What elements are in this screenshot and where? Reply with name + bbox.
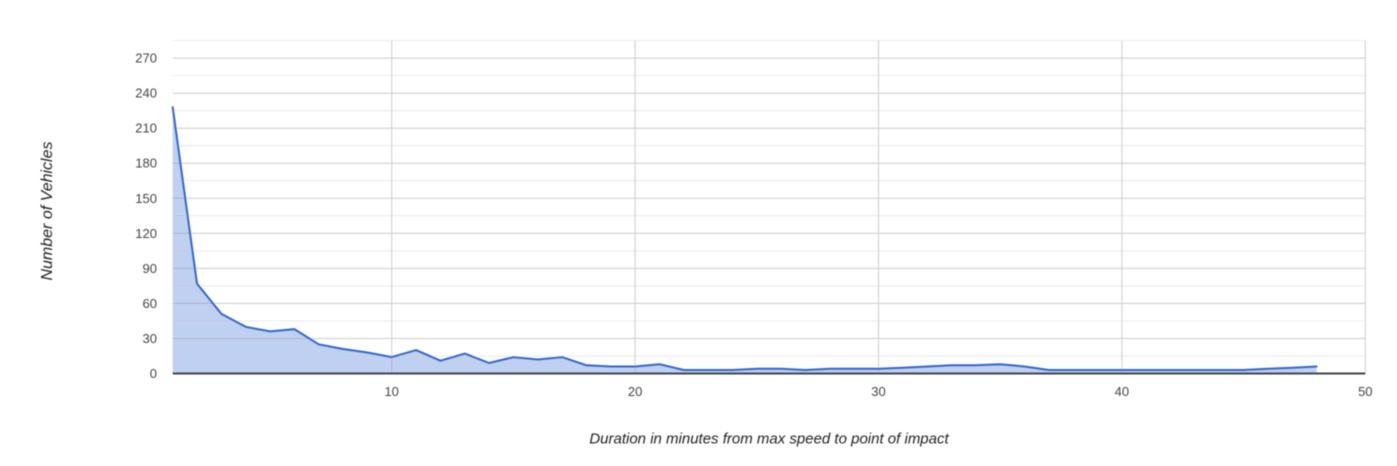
svg-text:20: 20: [628, 384, 642, 399]
svg-text:Duration in minutes from max s: Duration in minutes from max speed to po…: [589, 431, 949, 448]
svg-text:30: 30: [871, 384, 885, 399]
svg-text:150: 150: [135, 191, 157, 206]
svg-text:120: 120: [135, 226, 157, 241]
svg-text:0: 0: [150, 366, 157, 381]
svg-text:30: 30: [143, 331, 157, 346]
svg-text:240: 240: [135, 86, 157, 101]
svg-text:10: 10: [384, 384, 398, 399]
svg-text:60: 60: [143, 296, 157, 311]
svg-text:180: 180: [135, 156, 157, 171]
svg-text:50: 50: [1358, 384, 1372, 399]
svg-text:270: 270: [135, 51, 157, 66]
svg-text:210: 210: [135, 121, 157, 136]
svg-text:90: 90: [143, 261, 157, 276]
svg-text:40: 40: [1115, 384, 1129, 399]
svg-text:Number of Vehicles: Number of Vehicles: [39, 141, 56, 280]
